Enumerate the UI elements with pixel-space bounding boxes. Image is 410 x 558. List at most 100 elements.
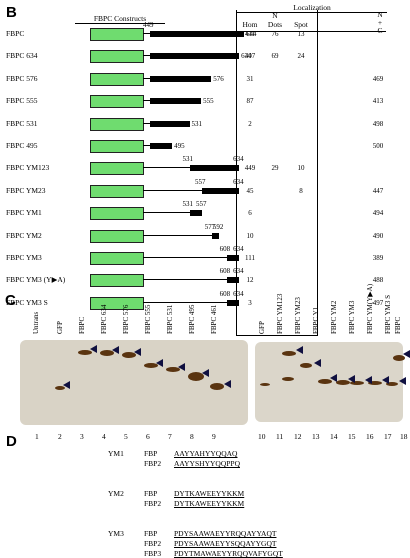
lane-number: 18 [400, 432, 408, 441]
lane-label: FBPC 495 [188, 304, 196, 334]
seq-key: FBP [144, 449, 158, 458]
gfp-box [90, 28, 144, 41]
band [282, 377, 294, 381]
panel-b-label: B [6, 4, 17, 21]
lane-number: 10 [258, 432, 266, 441]
lane-number: 9 [212, 432, 216, 441]
spot-value: 10 [297, 164, 305, 173]
construct-name: FBPC YM1 [6, 208, 42, 218]
linker-line [143, 212, 190, 214]
arrowhead-icon [202, 369, 209, 377]
lane-number: 7 [168, 432, 172, 441]
hom-value: 45 [246, 186, 254, 195]
start-residue: 577 [204, 222, 216, 231]
nc-value: 494 [372, 209, 384, 218]
seq-group-label: YM2 [108, 489, 124, 498]
nc-value: 488 [372, 276, 384, 285]
lane-label: FBPC [78, 316, 86, 334]
band [393, 355, 405, 361]
lane-number: 16 [366, 432, 374, 441]
arrowhead-icon [330, 374, 337, 382]
lane-label: FBPC 461 [210, 304, 218, 334]
lane-label: FBPC [394, 316, 402, 334]
hom-value: 10 [246, 231, 254, 240]
band [318, 379, 332, 384]
end-residue: 557 [196, 200, 207, 209]
hom-value: 3 [248, 298, 252, 307]
seq-key: FBP [144, 529, 158, 538]
lane-number: 17 [384, 432, 392, 441]
end-residue: 531 [191, 119, 203, 128]
start-residue: 608 [219, 267, 231, 276]
nc-header: N + C [377, 10, 383, 35]
construct-name: FBPC [6, 29, 25, 38]
construct-name: FBPC YM3 [6, 253, 42, 262]
dots-header: N Dots [267, 11, 283, 29]
panel-c-label: C [5, 292, 16, 309]
arrowhead-icon [399, 377, 406, 385]
fbpc-bar [150, 75, 212, 82]
lane-label: FBPC 576 [122, 304, 130, 334]
fbpc-bar [189, 165, 240, 172]
lane-label: FBPC 555 [144, 304, 152, 334]
lane-label: FBPC YM123 [276, 293, 284, 334]
seq-value: DYTKAWEEYYKKM [174, 489, 245, 498]
seq-group-label: YM3 [108, 529, 124, 538]
gfp-box [90, 162, 144, 176]
gfp-box [90, 274, 144, 288]
linker-line [143, 33, 150, 34]
band [350, 381, 364, 385]
linker-line [143, 145, 150, 146]
fbpc-bar [150, 120, 190, 127]
seq-key: FBP2 [144, 459, 162, 468]
gfp-box [90, 50, 144, 64]
linker-line [143, 257, 227, 258]
band [144, 363, 158, 368]
arrowhead-icon [63, 381, 70, 389]
arrowhead-icon [348, 375, 355, 383]
linker-line [143, 279, 227, 281]
linker-line [143, 55, 150, 57]
construct-name: FBPC YM3 (Y▶A) [6, 275, 66, 285]
end-residue: 495 [174, 142, 185, 150]
lane-number: 8 [190, 432, 194, 441]
nc-value: 447 [372, 186, 384, 195]
panel-d-label: D [6, 433, 17, 450]
dots-value: 69 [271, 52, 279, 61]
band [386, 382, 398, 386]
linker-line [143, 234, 212, 236]
lane-number: 14 [330, 432, 338, 441]
lane-label: FBPC YM2 [330, 300, 338, 334]
band [300, 363, 312, 368]
band [166, 367, 180, 372]
fbpc-bar [226, 255, 240, 261]
hom-value: 6 [248, 209, 252, 218]
fbpc-bar [189, 210, 203, 217]
arrowhead-icon [156, 359, 163, 367]
gfp-box [90, 72, 144, 86]
lane-label: FBPC YM(Y▶A) [366, 283, 374, 334]
linker-line [143, 167, 190, 169]
arrowhead-icon [224, 380, 231, 388]
start-residue: 608 [219, 245, 231, 253]
spot-value: 13 [297, 30, 305, 38]
nc-value: 413 [372, 97, 384, 106]
fbpc-bar [211, 232, 219, 239]
end-residue: 644 [246, 30, 257, 38]
fbpc-bar [150, 98, 202, 105]
lane-number: 13 [312, 432, 320, 441]
lane-number: 15 [348, 432, 356, 441]
gfp-box [90, 207, 144, 221]
construct-name: FBPC 576 [6, 73, 38, 83]
start-residue: 557 [195, 177, 206, 186]
constructs-title: FBPC Constructs [75, 14, 165, 24]
end-residue: 634 [241, 52, 252, 61]
fbpc-bar [150, 143, 173, 149]
lane-label: GFP [258, 321, 266, 334]
construct-name: FBPC 555 [6, 96, 38, 106]
construct-name: FBPC YM2 [6, 230, 42, 240]
band [78, 350, 92, 355]
gfp-box [90, 296, 144, 310]
lane-label: FBPC 634 [100, 304, 108, 334]
construct-name: FBPC YM123 [6, 163, 50, 173]
